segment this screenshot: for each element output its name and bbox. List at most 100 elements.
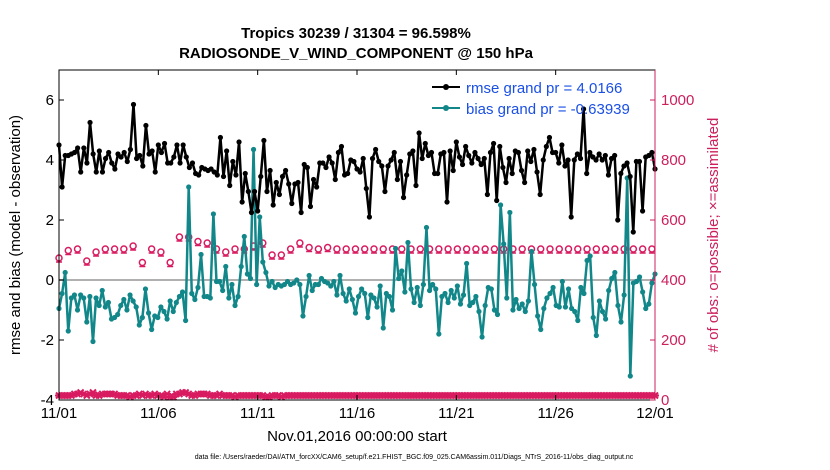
rmse-point: [233, 172, 239, 178]
rmse-point: [478, 161, 484, 168]
bias-point: [155, 314, 161, 321]
rmse-point: [267, 167, 273, 174]
obs-possible-marker: [398, 245, 406, 254]
bias-point: [90, 338, 96, 345]
bias-point: [257, 214, 263, 220]
rmse-point: [571, 157, 577, 163]
bias-point: [519, 301, 525, 307]
rmse-point: [540, 157, 546, 163]
rmse-point: [441, 149, 447, 156]
bias-point: [179, 289, 186, 295]
bias-point: [464, 260, 470, 267]
rmse-point: [326, 154, 332, 160]
chart-title-line2: RADIOSONDE_V_WIND_COMPONENT @ 150 hPa: [179, 45, 534, 62]
bias-point: [340, 290, 346, 297]
rmse-point: [286, 181, 292, 187]
bias-point: [124, 307, 130, 313]
bias-point: [581, 290, 587, 297]
bias-point: [87, 293, 93, 300]
x-axis-ticks: 11/01 11/06 11/11 11/16 11/21 11/26 12/01: [41, 70, 674, 422]
rmse-point: [565, 157, 571, 163]
bias-point: [266, 283, 272, 289]
bias-point: [192, 296, 198, 303]
rmse-point: [522, 179, 528, 186]
obs-possible-marker: [314, 245, 323, 254]
bias-point: [220, 287, 226, 294]
rmse-point: [605, 172, 612, 178]
bias-point: [420, 281, 426, 288]
bias-point: [417, 302, 423, 309]
rmse-point: [171, 154, 177, 160]
bias-point: [59, 290, 65, 297]
rmse-point: [248, 209, 255, 216]
bias-point: [596, 298, 603, 304]
rmse-point: [562, 163, 568, 169]
rmse-point: [90, 151, 96, 157]
obs-possible-marker: [194, 237, 202, 247]
rmse-point: [506, 155, 512, 162]
rmse-point: [124, 158, 130, 165]
obs-possible-marker: [73, 245, 82, 254]
x-tick-label: 11/21: [438, 405, 474, 422]
bias-point: [139, 314, 145, 321]
bias-point: [562, 304, 569, 310]
obs-possible-marker: [536, 245, 545, 254]
y-right-axis-ticks: 0 200 400 600 800 1000: [650, 70, 694, 409]
obs-assimilated-layer: [55, 388, 659, 401]
obs-possible-marker: [453, 245, 462, 254]
x-tick-label: 11/11: [240, 405, 275, 422]
obs-possible-marker: [120, 245, 128, 254]
bias-point: [315, 281, 321, 288]
rmse-point: [217, 134, 224, 141]
rmse-point: [494, 197, 500, 204]
rmse-point: [102, 155, 109, 162]
bias-point: [497, 202, 504, 208]
bias-point: [621, 292, 627, 298]
obs-possible-marker: [110, 245, 119, 254]
rmse-point: [130, 101, 137, 108]
rmse-point: [568, 214, 574, 220]
obs-possible-marker: [157, 248, 165, 257]
rmse-point: [627, 173, 633, 180]
obs-possible-marker: [564, 245, 573, 254]
bias-point: [254, 281, 260, 288]
bias-point: [627, 373, 633, 379]
bias-point: [528, 248, 535, 255]
obs-possible-marker: [546, 245, 554, 254]
bias-point: [507, 209, 513, 216]
rmse-point: [298, 209, 304, 216]
x-tick-label: 12/01: [636, 405, 674, 422]
rmse-point: [497, 143, 503, 150]
bias-point: [433, 286, 439, 292]
rmse-point: [630, 229, 636, 235]
rmse-point: [93, 169, 99, 175]
rmse-point: [419, 155, 425, 162]
obs-possible-marker: [231, 245, 239, 254]
bias-point: [402, 289, 408, 295]
bias-point: [216, 278, 223, 285]
obs-possible-marker: [286, 245, 295, 254]
bias-point: [377, 283, 383, 289]
obs-possible-marker: [444, 245, 452, 254]
rmse-point: [528, 158, 534, 165]
y-right-axis-label: # of obs: o=possible; ×=assimilated: [705, 118, 722, 353]
rmse-point: [121, 149, 127, 156]
bias-point: [522, 308, 528, 315]
rmse-point: [382, 188, 388, 195]
rmse-point: [81, 145, 87, 151]
rmse-point: [490, 140, 497, 147]
bias-point: [460, 292, 467, 298]
bias-point: [260, 259, 266, 265]
obs-possible-marker: [601, 245, 610, 254]
bias-point: [343, 298, 349, 304]
bias-point: [65, 328, 71, 334]
obs-possible-marker: [351, 245, 360, 254]
rmse-point: [612, 152, 618, 159]
bias-point: [516, 305, 522, 312]
y-right-tick-label: 600: [661, 212, 686, 229]
bias-point: [448, 287, 454, 294]
y-left-tick-label: -4: [41, 392, 54, 409]
x-tick-label: 11/26: [537, 405, 573, 422]
rmse-point: [444, 199, 450, 205]
obs-possible-marker: [342, 245, 350, 254]
